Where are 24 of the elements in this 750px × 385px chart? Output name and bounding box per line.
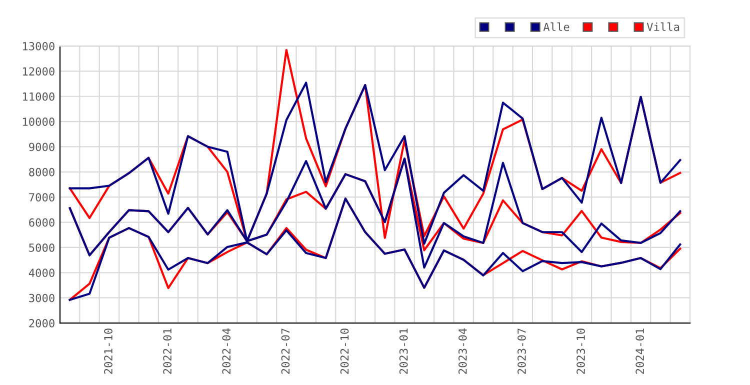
legend-label: Villa: [646, 22, 680, 32]
y-tick-label: 7000: [29, 193, 54, 202]
x-tick-label: 2023-10: [576, 328, 585, 374]
y-tick-label: 9000: [29, 142, 54, 152]
y-tick-label: 10000: [23, 118, 54, 126]
y-tick-label: 5000: [29, 243, 54, 252]
y-tick-label: 2000: [29, 319, 54, 328]
x-tick-label: 2023-01: [399, 328, 408, 374]
x-tick-label: 2021-10: [104, 328, 112, 374]
legend-label: Alle: [543, 22, 570, 32]
y-tick-label: 11000: [23, 92, 54, 101]
x-tick-label: 2022-01: [163, 328, 172, 374]
x-tick-label: 2023-07: [518, 328, 526, 374]
y-tick-label: 4000: [28, 268, 54, 278]
y-tick-label: 12000: [23, 67, 54, 76]
y-tick-label: 3000: [29, 294, 54, 302]
x-tick-label: 2024-01: [636, 328, 644, 374]
x-tick-label: 2022-04: [222, 328, 231, 374]
y-tick-label: 6000: [29, 218, 54, 227]
y-tick-label: 13000: [23, 42, 54, 50]
y-tick-label: 8000: [29, 168, 54, 176]
x-tick-label: 2023-04: [458, 328, 467, 374]
x-tick-label: 2022-07: [281, 328, 290, 374]
x-tick-label: 2022-10: [340, 328, 349, 374]
